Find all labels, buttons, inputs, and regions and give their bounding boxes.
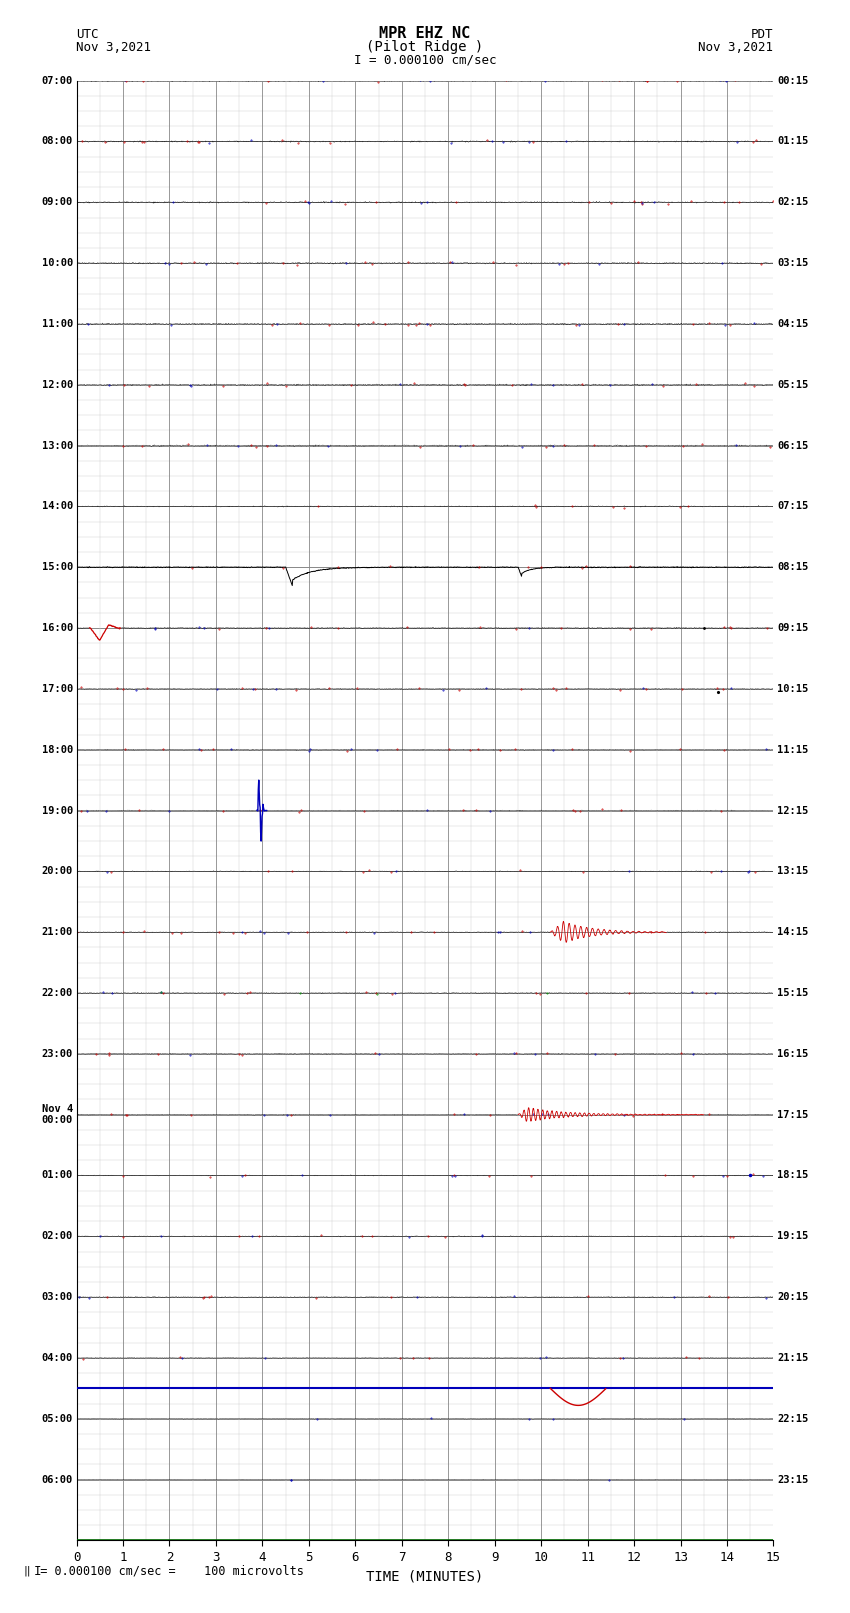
Text: 12:15: 12:15 xyxy=(777,805,808,816)
Text: 19:15: 19:15 xyxy=(777,1231,808,1242)
Text: (Pilot Ridge ): (Pilot Ridge ) xyxy=(366,40,484,53)
Text: 02:15: 02:15 xyxy=(777,197,808,208)
Text: ‖: ‖ xyxy=(24,1565,31,1576)
Text: 19:00: 19:00 xyxy=(42,805,73,816)
Text: 01:00: 01:00 xyxy=(42,1171,73,1181)
Text: MPR EHZ NC: MPR EHZ NC xyxy=(379,26,471,40)
Text: 13:15: 13:15 xyxy=(777,866,808,876)
Text: 18:00: 18:00 xyxy=(42,745,73,755)
Text: 14:00: 14:00 xyxy=(42,502,73,511)
Text: 09:00: 09:00 xyxy=(42,197,73,208)
Text: 23:00: 23:00 xyxy=(42,1048,73,1058)
Text: 04:15: 04:15 xyxy=(777,319,808,329)
Text: 00:15: 00:15 xyxy=(777,76,808,85)
Text: Nov 4
00:00: Nov 4 00:00 xyxy=(42,1103,73,1126)
Text: 01:15: 01:15 xyxy=(777,137,808,147)
Text: 11:15: 11:15 xyxy=(777,745,808,755)
Text: 05:00: 05:00 xyxy=(42,1413,73,1424)
Text: 15:00: 15:00 xyxy=(42,563,73,573)
Text: 08:00: 08:00 xyxy=(42,137,73,147)
Text: I: I xyxy=(19,1565,41,1578)
Text: 16:15: 16:15 xyxy=(777,1048,808,1058)
Text: 10:15: 10:15 xyxy=(777,684,808,694)
Text: 17:15: 17:15 xyxy=(777,1110,808,1119)
Text: 13:00: 13:00 xyxy=(42,440,73,450)
Text: 22:00: 22:00 xyxy=(42,989,73,998)
Text: 18:15: 18:15 xyxy=(777,1171,808,1181)
Text: 14:15: 14:15 xyxy=(777,927,808,937)
Text: 06:15: 06:15 xyxy=(777,440,808,450)
Text: 03:00: 03:00 xyxy=(42,1292,73,1302)
Text: 20:00: 20:00 xyxy=(42,866,73,876)
Text: 20:15: 20:15 xyxy=(777,1292,808,1302)
X-axis label: TIME (MINUTES): TIME (MINUTES) xyxy=(366,1569,484,1584)
Text: 15:15: 15:15 xyxy=(777,989,808,998)
Text: Nov 3,2021: Nov 3,2021 xyxy=(699,40,774,53)
Text: 04:00: 04:00 xyxy=(42,1353,73,1363)
Text: 22:15: 22:15 xyxy=(777,1413,808,1424)
Text: 06:00: 06:00 xyxy=(42,1474,73,1484)
Text: I = 0.000100 cm/sec: I = 0.000100 cm/sec xyxy=(354,53,496,66)
Text: 05:15: 05:15 xyxy=(777,379,808,390)
Text: 07:00: 07:00 xyxy=(42,76,73,85)
Text: 09:15: 09:15 xyxy=(777,623,808,632)
Text: PDT: PDT xyxy=(751,27,774,40)
Text: UTC: UTC xyxy=(76,27,99,40)
Text: 16:00: 16:00 xyxy=(42,623,73,632)
Text: 23:15: 23:15 xyxy=(777,1474,808,1484)
Text: 10:00: 10:00 xyxy=(42,258,73,268)
Text: 21:15: 21:15 xyxy=(777,1353,808,1363)
Text: = 0.000100 cm/sec =    100 microvolts: = 0.000100 cm/sec = 100 microvolts xyxy=(26,1565,303,1578)
Text: 11:00: 11:00 xyxy=(42,319,73,329)
Text: Nov 3,2021: Nov 3,2021 xyxy=(76,40,151,53)
Text: 07:15: 07:15 xyxy=(777,502,808,511)
Text: 03:15: 03:15 xyxy=(777,258,808,268)
Text: 08:15: 08:15 xyxy=(777,563,808,573)
Text: 02:00: 02:00 xyxy=(42,1231,73,1242)
Text: 21:00: 21:00 xyxy=(42,927,73,937)
Text: 12:00: 12:00 xyxy=(42,379,73,390)
Text: 17:00: 17:00 xyxy=(42,684,73,694)
